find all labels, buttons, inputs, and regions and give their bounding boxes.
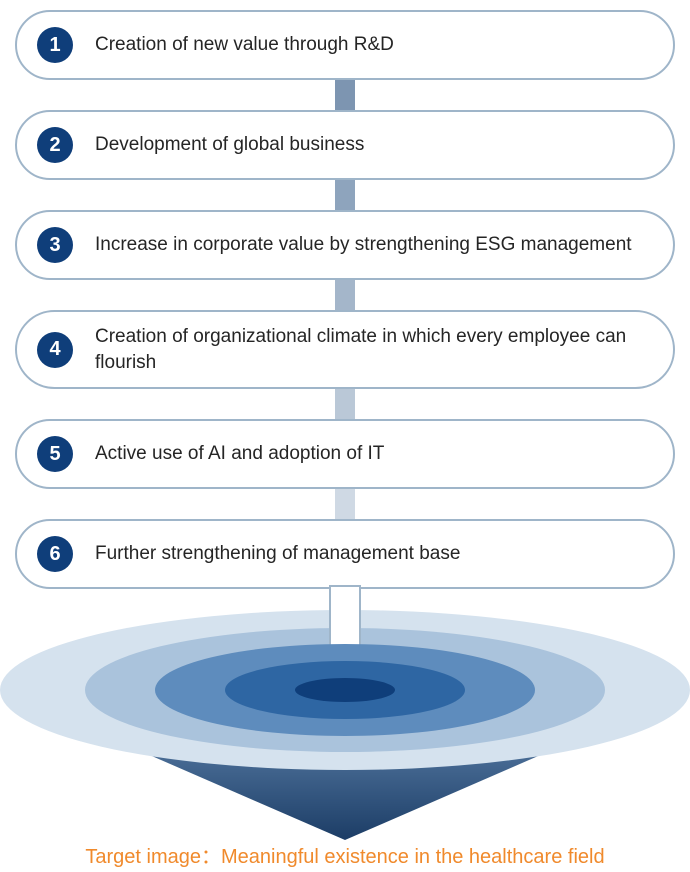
connector: [335, 180, 355, 210]
step-pill: 2 Development of global business: [15, 110, 675, 180]
step-text: Further strengthening of management base: [95, 541, 643, 567]
step-badge: 6: [37, 536, 73, 572]
step-badge: 5: [37, 436, 73, 472]
step-pill: 4 Creation of organizational climate in w…: [15, 310, 675, 389]
step-text: Development of global business: [95, 132, 643, 158]
connector: [335, 280, 355, 310]
step-badge: 3: [37, 227, 73, 263]
target-ring: [295, 678, 395, 702]
step-text: Active use of AI and adoption of IT: [95, 441, 643, 467]
step-pill: 6 Further strengthening of management bas…: [15, 519, 675, 589]
step-text: Increase in corporate value by strengthe…: [95, 232, 643, 258]
step-pill: 1 Creation of new value through R&D: [15, 10, 675, 80]
connector: [335, 80, 355, 110]
step-pill: 5 Active use of AI and adoption of IT: [15, 419, 675, 489]
step-text: Creation of organizational climate in wh…: [95, 324, 643, 375]
caption: Target image：Meaningful existence in the…: [0, 840, 690, 869]
step-pill: 3 Increase in corporate value by strength…: [15, 210, 675, 280]
connector: [335, 389, 355, 419]
step-badge: 2: [37, 127, 73, 163]
steps-column: 1 Creation of new value through R&D 2 Devel…: [15, 0, 675, 589]
connector: [335, 489, 355, 519]
step-badge: 1: [37, 27, 73, 63]
step-badge: 4: [37, 332, 73, 368]
step-text: Creation of new value through R&D: [95, 32, 643, 58]
